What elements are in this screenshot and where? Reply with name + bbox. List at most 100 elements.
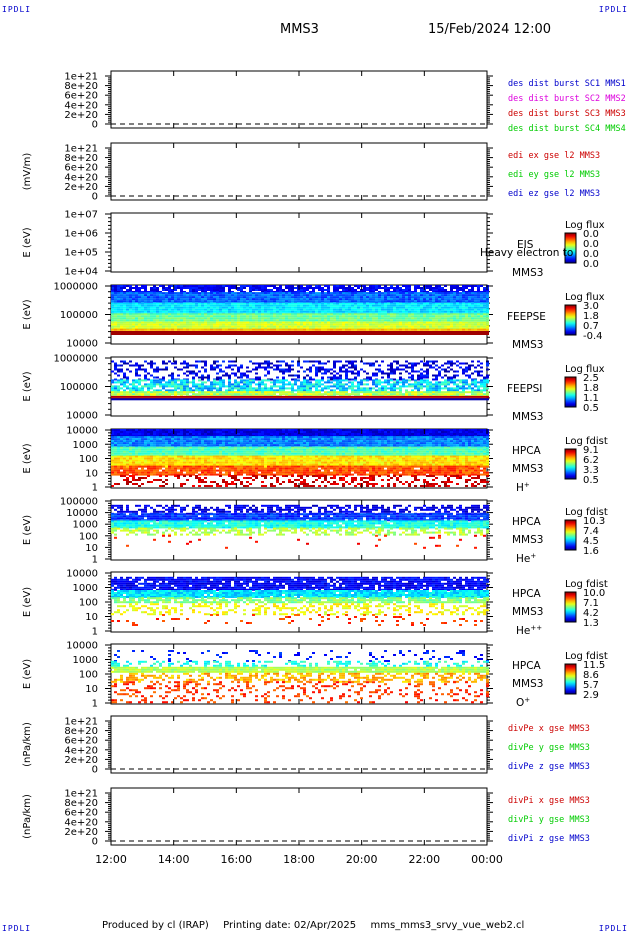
colorbar-tick-label: 2.5 — [583, 373, 599, 384]
y-tick-label: 1e+07 — [64, 210, 98, 221]
y-tick-label: 1 — [92, 699, 98, 710]
colorbar-tick-label: 0.5 — [583, 475, 599, 486]
colorbar-tick-label: 10.3 — [583, 516, 605, 527]
species-label: He++ — [516, 624, 542, 637]
species-label: He+ — [516, 552, 536, 565]
y-tick-label: 10 — [85, 612, 98, 623]
y-tick-label: 10000 — [66, 569, 98, 580]
y-tick-label: 10 — [85, 684, 98, 695]
x-tick-label: 16:00 — [220, 853, 252, 866]
y-axis-label: E (eV) — [22, 515, 33, 545]
colorbar-title: Log flux — [565, 220, 605, 231]
y-tick-label: 1000 — [73, 440, 98, 451]
y-axis-label: (nPa/km) — [22, 794, 33, 839]
legend-entry: des dist burst SC2 MMS2 — [508, 94, 626, 104]
y-tick-label: 6e+20 — [64, 91, 98, 102]
y-axis-label: (nPa/km) — [22, 722, 33, 767]
y-tick-label: 2e+20 — [64, 182, 98, 193]
legend-entry: edi ey gse l2 MMS3 — [508, 170, 600, 180]
corner-label-bottom-right: IPDLI — [598, 924, 628, 933]
x-tick-label: 12:00 — [95, 853, 127, 866]
y-tick-label: 4e+20 — [64, 172, 98, 183]
colorbar — [564, 376, 577, 408]
instrument-label: HPCA — [512, 445, 542, 457]
y-tick-label: 0 — [92, 765, 98, 776]
colorbar-tick-label: 11.5 — [583, 660, 605, 671]
spectrogram-hpca_o — [111, 650, 489, 704]
corner-label-top-left: IPDLI — [2, 5, 32, 14]
legend-entry: divPe z gse MMS3 — [508, 762, 590, 772]
y-axis-label: E (eV) — [22, 587, 33, 617]
y-tick-label: 100 — [79, 454, 98, 465]
instrument-label: HPCA — [512, 660, 542, 672]
y-tick-label: 10 — [85, 468, 98, 479]
colorbar-title: Log fdist — [565, 507, 608, 518]
y-tick-label: 1000 — [73, 520, 98, 531]
y-tick-label: 2e+20 — [64, 110, 98, 121]
y-tick-label: 1e+04 — [64, 267, 98, 278]
colorbar-tick-label: 4.2 — [583, 608, 599, 619]
y-tick-label: 1 — [92, 483, 98, 494]
y-tick-label: 6e+20 — [64, 163, 98, 174]
y-tick-label: 4e+20 — [64, 817, 98, 828]
y-tick-label: 1e+06 — [64, 229, 98, 240]
y-tick-label: 1000 — [73, 655, 98, 666]
x-axis: 12:00 14:00 16:00 18:00 20:00 22:00 00:00 — [95, 71, 503, 866]
colorbar-tick-label: 7.4 — [583, 526, 599, 537]
overlay-label: Heavy electron to — [480, 247, 573, 259]
y-tick-label: 10000 — [66, 339, 98, 350]
x-tick-label: 22:00 — [408, 853, 440, 866]
colorbar — [564, 663, 577, 695]
y-tick-label: 8e+20 — [64, 153, 98, 164]
legend-entry: divPi x gse MMS3 — [508, 796, 590, 806]
y-tick-label: 0 — [92, 192, 98, 203]
panel-frame — [110, 787, 488, 846]
legend-entry: divPe x gse MMS3 — [508, 724, 590, 734]
colorbar-tick-label: 0.7 — [583, 321, 599, 332]
y-axis-label: E (eV) — [22, 659, 33, 689]
colorbar-title: Log flux — [565, 364, 605, 375]
y-axis-label: E (eV) — [22, 299, 33, 329]
y-axis-label: (mV/m) — [22, 153, 33, 191]
species-label: O+ — [516, 696, 530, 709]
y-axis-label: E (eV) — [22, 371, 33, 401]
colorbar-tick-label: 0.0 — [583, 239, 599, 250]
spacecraft-title: MMS3 — [280, 22, 319, 37]
colorbar-tick-label: 2.9 — [583, 690, 599, 701]
y-tick-label: 1000000 — [53, 282, 98, 293]
spacecraft-label: MMS3 — [512, 463, 543, 475]
y-tick-label: 6e+20 — [64, 736, 98, 747]
spacecraft-label: MMS3 — [512, 534, 543, 546]
legend-entry: divPi y gse MMS3 — [508, 815, 590, 825]
instrument-label: HPCA — [512, 516, 542, 528]
y-tick-label: 100000 — [60, 382, 98, 393]
y-tick-label: 1000 — [73, 583, 98, 594]
colorbar-tick-label: 1.1 — [583, 393, 599, 404]
colorbar — [564, 448, 577, 480]
legend-entry: des dist burst SC3 MMS3 — [508, 109, 626, 119]
y-tick-label: 1e+21 — [64, 144, 98, 155]
colorbar-tick-label: 10.0 — [583, 588, 605, 599]
panel-frame — [110, 715, 488, 774]
colorbar-title: Log fdist — [565, 436, 608, 447]
spacecraft-label: MMS3 — [512, 339, 543, 351]
y-tick-label: 1e+21 — [64, 72, 98, 83]
y-tick-label: 100000 — [60, 497, 98, 508]
y-axis-label: E (eV) — [22, 443, 33, 473]
legend-entry: divPe y gse MMS3 — [508, 743, 590, 753]
colorbar-tick-label: 8.6 — [583, 670, 599, 681]
x-tick-label: 20:00 — [346, 853, 378, 866]
colorbar-tick-label: 0.0 — [583, 229, 599, 240]
corner-label-top-right: IPDLI — [598, 5, 628, 14]
y-tick-label: 2e+20 — [64, 755, 98, 766]
x-tick-label: 14:00 — [158, 853, 190, 866]
instrument-label: FEEPSE — [507, 311, 546, 323]
y-tick-label: 8e+20 — [64, 81, 98, 92]
datetime-title: 15/Feb/2024 12:00 — [428, 22, 551, 37]
colorbar-tick-label: 9.1 — [583, 445, 599, 456]
colorbar-tick-label: 0.0 — [583, 249, 599, 260]
instrument-label: HPCA — [512, 588, 542, 600]
